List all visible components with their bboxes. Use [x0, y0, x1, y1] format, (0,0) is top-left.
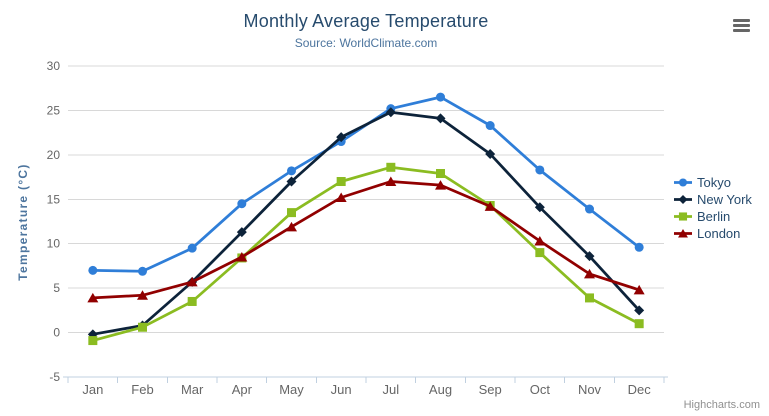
y-axis-label: 25 [47, 103, 61, 117]
circle-marker-icon [674, 178, 692, 187]
series-london [87, 176, 645, 303]
point-london-Oct[interactable] [534, 236, 546, 246]
x-axis-label: Sep [479, 382, 502, 397]
point-tokyo-Dec[interactable] [634, 242, 644, 252]
y-axis-label: -5 [49, 370, 60, 384]
point-new-york-Nov[interactable] [584, 251, 595, 262]
point-tokyo-Feb[interactable] [138, 266, 147, 276]
x-axis-label: Apr [232, 382, 253, 397]
legend: Tokyo New York Berlin London [674, 176, 752, 244]
point-tokyo-Oct[interactable] [535, 165, 545, 175]
series-new-york [87, 107, 645, 340]
x-axis-labels: Jan Feb Mar Apr May Jun Jul Aug Sep Oct Nov Dec [82, 382, 651, 397]
legend-item-new-york[interactable]: New York [674, 193, 752, 206]
legend-symbol-square [678, 212, 688, 221]
x-axis-label: Nov [578, 382, 602, 397]
point-london-Jun[interactable] [335, 192, 347, 203]
legend-label-new-york: New York [697, 192, 752, 207]
y-axis-label: 5 [53, 281, 60, 295]
y-axis-labels: -5 0 5 10 15 20 25 30 [47, 59, 61, 384]
diamond-marker-icon [674, 195, 692, 204]
x-axis-label: Feb [131, 382, 153, 397]
x-axis [63, 376, 668, 383]
legend-symbol-diamond [678, 195, 688, 204]
x-axis-label: Oct [530, 382, 551, 397]
point-berlin-May[interactable] [287, 208, 296, 218]
point-tokyo-Sep[interactable] [485, 121, 495, 131]
point-london-Aug[interactable] [435, 180, 446, 190]
point-new-york-Apr[interactable] [236, 227, 247, 238]
point-new-york-Dec[interactable] [634, 305, 645, 316]
triangle-marker-icon [674, 229, 692, 238]
point-new-york-Oct[interactable] [534, 202, 545, 213]
point-berlin-Aug[interactable] [436, 169, 445, 179]
point-london-Apr[interactable] [236, 252, 248, 262]
legend-label-tokyo: Tokyo [697, 175, 731, 190]
x-axis-label: May [279, 382, 304, 397]
point-berlin-Mar[interactable] [187, 296, 197, 306]
point-tokyo-Jan[interactable] [88, 265, 98, 275]
legend-symbol-circle [678, 178, 688, 187]
x-axis-label: Jul [383, 382, 400, 397]
point-berlin-Jan[interactable] [88, 336, 98, 346]
point-berlin-Feb[interactable] [138, 322, 147, 332]
point-london-Dec[interactable] [633, 284, 645, 295]
chart-context-menu-button[interactable] [729, 13, 755, 37]
point-new-york-Aug[interactable] [435, 113, 446, 124]
x-axis-label: Dec [628, 382, 652, 397]
point-berlin-Jul[interactable] [386, 162, 396, 172]
point-london-Mar[interactable] [186, 276, 198, 287]
point-london-Jul[interactable] [385, 176, 397, 187]
x-axis-label: Jun [331, 382, 352, 397]
legend-symbol-triangle [678, 229, 688, 238]
point-tokyo-Nov[interactable] [585, 204, 594, 214]
point-berlin-Oct[interactable] [535, 248, 545, 258]
point-london-Nov[interactable] [584, 268, 595, 279]
x-axis-label: Mar [181, 382, 204, 397]
point-new-york-Jul[interactable] [385, 107, 396, 118]
legend-item-tokyo[interactable]: Tokyo [674, 176, 752, 189]
y-axis-title: Temperature (°C) [16, 163, 30, 280]
series-tokyo [88, 92, 644, 276]
point-berlin-Dec[interactable] [634, 319, 644, 329]
legend-label-berlin: Berlin [697, 209, 731, 224]
point-tokyo-Aug[interactable] [436, 92, 445, 102]
legend-item-london[interactable]: London [674, 227, 752, 240]
y-axis-label: 20 [47, 148, 61, 162]
legend-item-berlin[interactable]: Berlin [674, 210, 752, 223]
point-london-Sep[interactable] [484, 201, 496, 211]
chart-subtitle: Source: WorldClimate.com [294, 36, 438, 50]
series-line-berlin [91, 165, 641, 342]
credits-link[interactable]: Highcharts.com [683, 399, 760, 411]
point-london-Feb[interactable] [137, 290, 148, 300]
point-tokyo-May[interactable] [287, 166, 296, 176]
chart-title: Monthly Average Temperature [243, 11, 489, 31]
gridlines [68, 65, 664, 378]
series-berlin [88, 162, 644, 346]
point-london-Jan[interactable] [87, 292, 99, 303]
point-new-york-Jun[interactable] [336, 132, 347, 143]
point-london-May[interactable] [286, 221, 297, 232]
hamburger-icon [733, 18, 750, 32]
series-line-new-york [91, 110, 641, 336]
point-tokyo-Mar[interactable] [187, 243, 197, 253]
y-axis-label: 15 [47, 192, 61, 206]
y-axis-label: 30 [47, 59, 61, 73]
x-axis-label: Jan [82, 382, 103, 397]
legend-label-london: London [697, 226, 741, 241]
y-axis-label: 0 [53, 326, 60, 340]
square-marker-icon [674, 212, 692, 221]
point-berlin-Nov[interactable] [585, 293, 594, 303]
point-berlin-Jun[interactable] [336, 177, 346, 187]
series-line-london [91, 180, 641, 300]
x-axis-label: Aug [429, 382, 452, 397]
point-tokyo-Apr[interactable] [237, 199, 247, 209]
y-axis-label: 10 [47, 237, 61, 251]
point-new-york-May[interactable] [286, 176, 297, 187]
point-new-york-Sep[interactable] [485, 148, 496, 159]
